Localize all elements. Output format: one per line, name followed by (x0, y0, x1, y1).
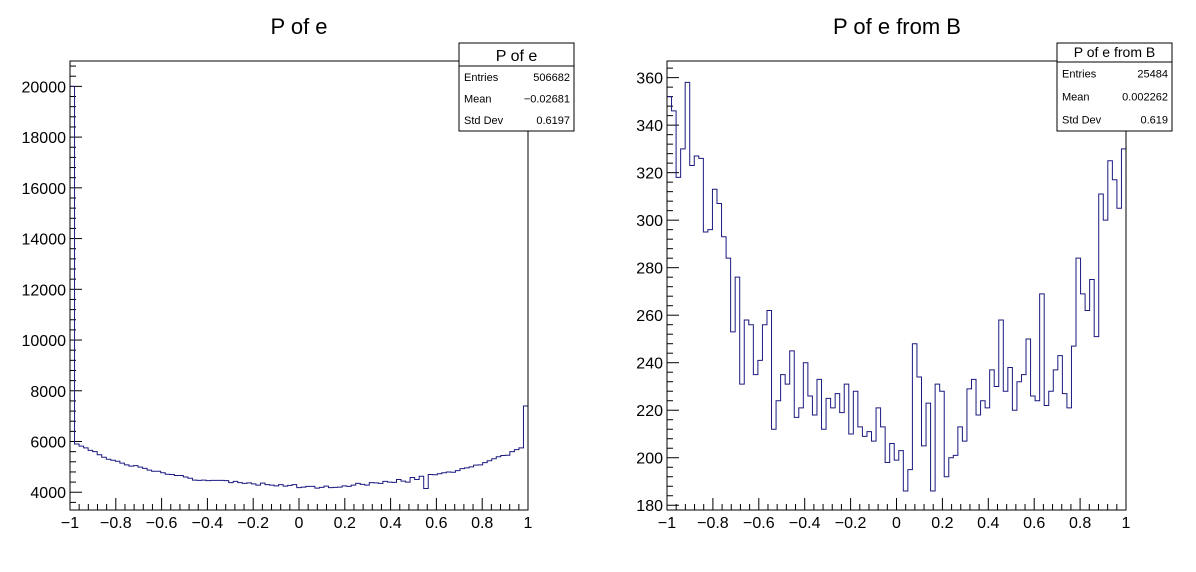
x-tick-label: 0.8 (471, 515, 493, 532)
stats-label-std-dev: Std Dev (464, 115, 504, 127)
x-tick-label: 0.6 (1023, 515, 1045, 532)
x-tick-label: 0 (892, 515, 901, 532)
x-tick-label: −1 (658, 515, 676, 532)
y-tick-label: 12000 (22, 282, 67, 299)
x-tick-label: 0.2 (334, 515, 356, 532)
x-tick-label: 0 (295, 515, 304, 532)
chart-title: P of e from B (833, 14, 961, 39)
x-tick-label: −0.6 (743, 515, 775, 532)
stats-label-mean: Mean (1062, 92, 1090, 104)
stats-label-mean: Mean (464, 94, 492, 106)
y-tick-label: 16000 (22, 181, 67, 198)
plot-frame (666, 60, 1127, 511)
y-tick-label: 220 (636, 403, 663, 420)
pad-p-of-e-from-b: P of e from B −1 −0.8 −0.6 −0.4 −0.2 0 0.2 0.4 0… (636, 14, 1173, 532)
chart-title: P of e (270, 14, 327, 39)
x-tick-label: −0.2 (237, 515, 269, 532)
x-tick-label: 0.4 (379, 515, 401, 532)
stats-label-entries: Entries (1062, 69, 1097, 81)
y-tick-label: 240 (636, 356, 663, 373)
stats-value-mean: −0.02681 (524, 94, 570, 106)
stats-box: P of e Entries 506682 Mean −0.02681 Std … (458, 42, 575, 132)
y-tick-label: 8000 (30, 384, 66, 401)
x-tick-label: 0.8 (1069, 515, 1091, 532)
y-tick-label: 4000 (30, 485, 66, 502)
stats-label-std-dev: Std Dev (1062, 115, 1102, 127)
stats-value-entries: 506682 (533, 72, 570, 84)
x-tick-label: −0.4 (789, 515, 821, 532)
y-tick-label: 360 (636, 71, 663, 88)
y-tick-label: 200 (636, 451, 663, 468)
y-tick-label: 260 (636, 308, 663, 325)
histogram-line (666, 81, 1127, 510)
axis-ticks: −1 −0.8 −0.6 −0.4 −0.2 0 0.2 0.4 0.6 0.8 140006000… (22, 65, 533, 532)
x-tick-label: −0.2 (835, 515, 867, 532)
x-tick-label: −0.8 (697, 515, 729, 532)
x-tick-label: −0.4 (192, 515, 224, 532)
y-tick-label: 10000 (22, 333, 67, 350)
y-tick-label: 320 (636, 166, 663, 183)
histogram-line (69, 85, 529, 510)
pad-p-of-e: P of e −1 −0.8 −0.6 −0.4 −0.2 0 0.2 0.4 0.6 0.8 14… (22, 14, 575, 532)
stats-box-title: P of e from B (1074, 44, 1155, 60)
stats-box-frame (458, 42, 575, 132)
stats-box-title: P of e (496, 48, 538, 65)
y-tick-label: 340 (636, 118, 663, 135)
x-tick-label: 0.2 (931, 515, 953, 532)
stats-value-std-dev: 0.619 (1140, 115, 1168, 127)
y-tick-label: 280 (636, 261, 663, 278)
stats-box-frame (1056, 42, 1173, 132)
stats-value-mean: 0.002262 (1122, 92, 1168, 104)
y-tick-label: 6000 (30, 435, 66, 452)
y-tick-label: 20000 (22, 79, 67, 96)
x-tick-label: 0.6 (425, 515, 447, 532)
plot-frame (69, 60, 529, 511)
x-tick-label: 0.4 (977, 515, 999, 532)
y-tick-label: 300 (636, 213, 663, 230)
y-tick-label: 180 (636, 498, 663, 515)
x-tick-label: −0.8 (100, 515, 132, 532)
axis-ticks: −1 −0.8 −0.6 −0.4 −0.2 0 0.2 0.4 0.6 0.8 1 180 200 22… (636, 67, 1131, 532)
stats-box: P of e from B Entries 25484 Mean 0.00226… (1056, 42, 1173, 132)
stats-value-entries: 25484 (1137, 69, 1168, 81)
y-tick-label: 18000 (22, 130, 67, 147)
y-tick-label: 14000 (22, 232, 67, 249)
x-tick-label: −0.6 (146, 515, 178, 532)
x-tick-label: 1 (1122, 515, 1131, 532)
x-tick-label: −1 (61, 515, 79, 532)
stats-label-entries: Entries (464, 72, 499, 84)
x-tick-label: 1 (524, 515, 533, 532)
stats-value-std-dev: 0.6197 (536, 115, 570, 127)
